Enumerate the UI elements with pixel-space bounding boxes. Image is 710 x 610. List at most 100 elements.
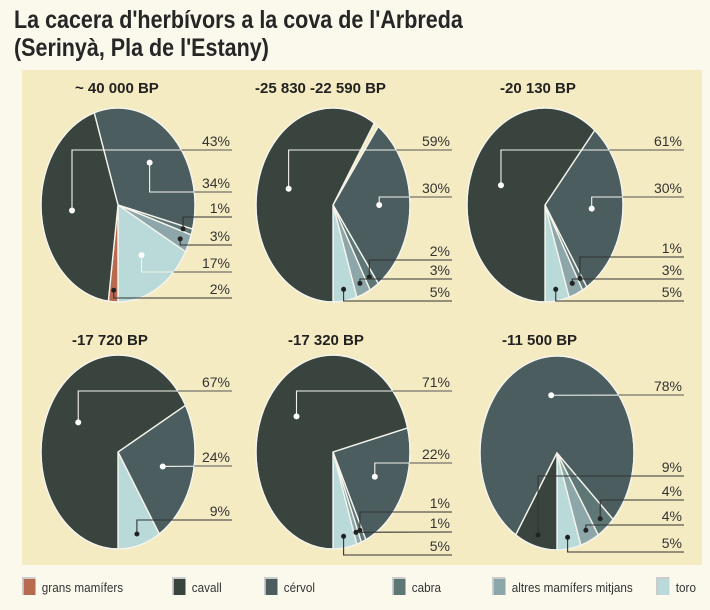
legend-label: cabra: [411, 580, 442, 595]
pie-outline: [40, 354, 196, 550]
legend-swatch: [492, 577, 506, 595]
data-label-cavall: 61%: [654, 133, 682, 149]
data-label-altres: 3%: [210, 228, 230, 244]
pie-outline: [466, 107, 624, 303]
label-dot: [177, 236, 183, 242]
leader-line: [343, 289, 452, 302]
pie-title: -25 830 -22 590 BP: [255, 80, 386, 97]
label-dot: [353, 529, 359, 535]
data-label-altres: 3%: [662, 262, 682, 278]
pie-chart: ~ 40 000 BP 43% 34% 1% 3% 17% 2%: [40, 80, 232, 303]
legend-item-toro: toro: [656, 577, 696, 595]
leader-line: [343, 536, 452, 556]
leader-line: [555, 289, 684, 302]
legend-label: toro: [675, 580, 696, 595]
legend-item-cervol: cérvol: [264, 577, 315, 595]
label-dot: [75, 419, 82, 426]
data-label-altres: 3%: [430, 262, 450, 278]
leader-line: [567, 537, 684, 553]
legend-label: altres mamífers mitjans: [511, 580, 633, 595]
data-label-toro: 5%: [662, 284, 682, 300]
data-label-cavall: 67%: [202, 374, 230, 390]
data-label-toro: 9%: [210, 503, 230, 519]
label-dot: [341, 533, 347, 539]
pie-title: ~ 40 000 BP: [75, 80, 159, 97]
data-label-cervol: 24%: [202, 449, 230, 465]
data-label-grans: 2%: [210, 281, 230, 297]
data-label-cervol: 22%: [422, 446, 450, 462]
pie-chart: -17 320 BP 71% 22% 1% 1% 5%: [255, 332, 453, 556]
legend-label: cérvol: [283, 580, 316, 595]
label-dot: [146, 159, 153, 166]
legend-item-cavall: cavall: [172, 577, 222, 595]
legend-label: cavall: [191, 580, 222, 595]
legend-swatch: [264, 577, 278, 595]
label-dot: [553, 286, 559, 292]
data-label-toro: 17%: [202, 255, 230, 271]
label-dot: [159, 463, 166, 470]
label-dot: [565, 534, 571, 540]
data-label-toro: 5%: [430, 284, 450, 300]
data-label-cavall: 43%: [202, 133, 230, 149]
leader-line: [113, 290, 232, 299]
pie-outline: [255, 107, 411, 303]
leader-line: [537, 475, 684, 535]
data-label-cavall: 9%: [662, 459, 682, 475]
label-dot: [548, 392, 555, 399]
leader-line: [599, 499, 684, 519]
data-label-altres: 4%: [662, 508, 682, 524]
data-label-cabra: 1%: [210, 200, 230, 216]
data-label-cabra: 2%: [430, 243, 450, 259]
legend-item-cabra: cabra: [392, 577, 441, 595]
leader-line: [136, 519, 232, 534]
pie-title: -17 320 BP: [288, 332, 364, 349]
data-label-toro: 5%: [430, 538, 450, 554]
label-dot: [357, 527, 363, 533]
legend-label: grans mamífers: [41, 580, 124, 595]
label-dot: [366, 274, 372, 280]
legend-swatch: [656, 577, 670, 595]
data-label-cabra: 1%: [662, 240, 682, 256]
pie-title: -20 130 BP: [500, 80, 576, 97]
label-dot: [285, 185, 292, 192]
title-line-2: (Serinyà, Pla de l'Estany): [14, 34, 269, 62]
data-label-cervol: 30%: [422, 180, 450, 196]
data-label-cavall: 59%: [422, 133, 450, 149]
label-dot: [357, 280, 363, 286]
label-dot: [180, 226, 186, 232]
label-dot: [583, 527, 589, 533]
label-dot: [535, 532, 541, 538]
label-dot: [293, 413, 300, 420]
legend-item-grans: grans mamífers: [22, 577, 123, 595]
leader-line: [368, 259, 452, 278]
pie-chart: -17 720 BP 67% 24% 9%: [40, 332, 233, 550]
title-line-1: La cacera d'herbívors a la cova de l'Arb…: [14, 6, 463, 34]
pie-chart: -25 830 -22 590 BP 59% 30% 2% 3% 5%: [255, 80, 452, 303]
leader-line: [359, 511, 452, 531]
label-dot: [138, 252, 145, 259]
label-dot: [111, 287, 117, 293]
data-label-cervol: 34%: [202, 175, 230, 191]
data-label-toro: 5%: [662, 535, 682, 551]
label-dot: [371, 473, 378, 480]
leader-line: [71, 149, 232, 211]
pie-chart: -11 500 BP 78% 9% 4% 4% 5%: [479, 332, 685, 553]
pie-title: -11 500 BP: [502, 332, 577, 349]
pie-chart: -20 130 BP 61% 30% 1% 3% 5%: [466, 80, 684, 303]
legend-item-altres: altres mamífers mitjans: [492, 577, 633, 595]
page-title: La cacera d'herbívors a la cova de l'Arb…: [14, 6, 463, 62]
label-dot: [69, 207, 76, 214]
pie-title: -17 720 BP: [72, 332, 148, 349]
data-label-cabra: 1%: [430, 495, 450, 511]
leader-line: [182, 216, 232, 229]
pie-outline: [255, 354, 411, 550]
label-dot: [341, 286, 347, 292]
label-dot: [597, 516, 603, 522]
legend-swatch: [392, 577, 406, 595]
leader-line: [579, 256, 684, 279]
label-dot: [588, 205, 595, 212]
label-dot: [569, 280, 575, 286]
label-dot: [497, 182, 504, 189]
data-label-cervol: 78%: [654, 378, 682, 394]
